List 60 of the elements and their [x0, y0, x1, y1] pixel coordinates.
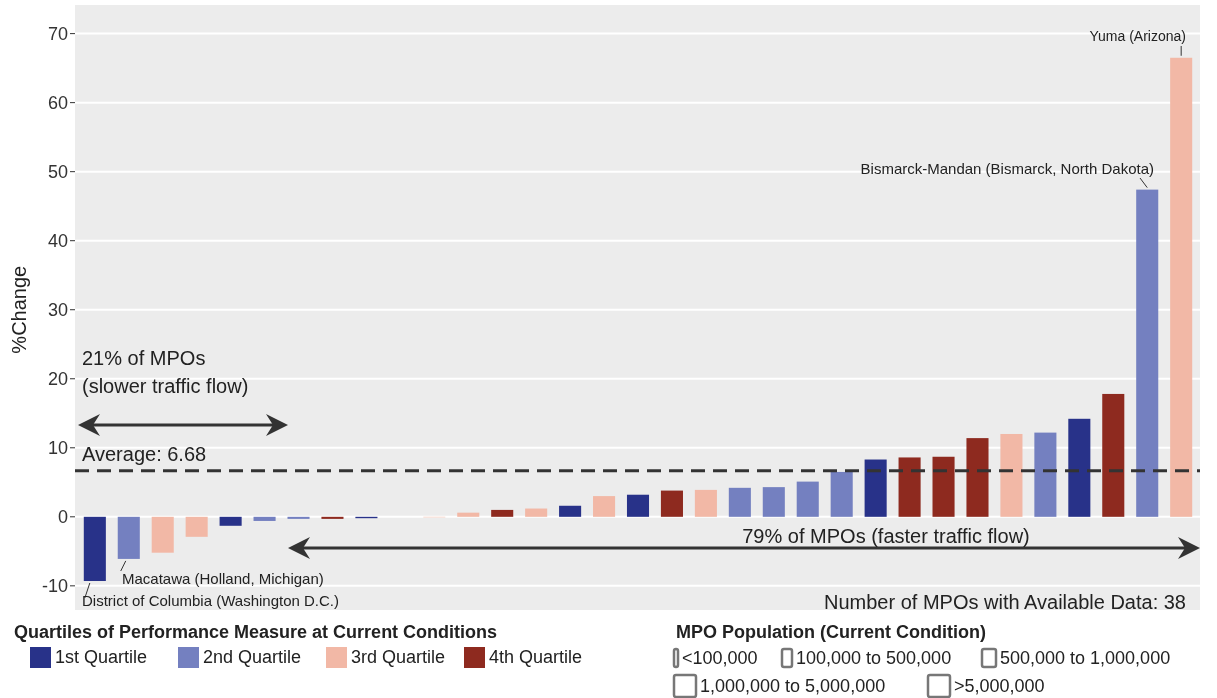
bar	[660, 490, 683, 517]
annotation: Number of MPOs with Available Data: 38	[823, 591, 1186, 613]
ref-line-label: Average: 6.68	[82, 442, 207, 465]
bar	[151, 516, 174, 553]
bar	[1136, 189, 1159, 517]
bar	[593, 496, 616, 517]
annotation: District of Columbia (Washington D.C.)	[82, 592, 340, 609]
y-tick-label: 30	[47, 300, 68, 321]
y-tick-label: 70	[47, 23, 68, 44]
bar	[321, 516, 344, 519]
annotation: Macatawa (Holland, Michigan)	[122, 570, 324, 587]
legend-label: 4th Quartile	[489, 647, 583, 668]
text: <100,000	[682, 648, 758, 669]
bar	[117, 516, 140, 559]
bar	[185, 516, 208, 537]
y-tick-label: 50	[47, 161, 68, 182]
bar	[1068, 418, 1091, 517]
bar	[796, 481, 819, 517]
text: MPO Population (Current Condition)	[676, 622, 986, 642]
bar	[932, 456, 955, 517]
legend-label: 1st Quartile	[55, 647, 148, 668]
y-tick-label: -10	[41, 576, 68, 597]
text: 100,000 to 500,000	[796, 648, 952, 669]
y-tick-label: 40	[47, 231, 68, 251]
bar	[287, 516, 310, 519]
bar	[1102, 393, 1125, 517]
bar	[1000, 433, 1023, 517]
y-tick-label: 0	[57, 507, 68, 528]
bar	[728, 487, 751, 517]
y-axis-title: %Change	[8, 265, 30, 354]
y-tick-label: 60	[47, 92, 68, 113]
annotation: Yuma (Arizona)	[1089, 28, 1186, 44]
bar	[830, 471, 853, 517]
bar	[525, 508, 548, 517]
bar	[694, 489, 717, 517]
bar	[559, 505, 582, 517]
annotation: 79% of MPOs (faster traffic flow)	[742, 525, 1030, 547]
annotation: (slower traffic flow)	[82, 375, 249, 397]
bar	[762, 487, 785, 517]
bar	[253, 516, 276, 521]
bar	[219, 516, 242, 526]
text: 500,000 to 1,000,000	[1000, 648, 1171, 669]
y-tick-label: 20	[47, 369, 68, 390]
legend-title: Quartiles of Performance Measure at Current Conditions	[14, 622, 498, 642]
annotation: 21% of MPOs	[82, 347, 206, 369]
bar	[457, 512, 480, 517]
bar	[1170, 57, 1193, 517]
bar	[83, 516, 106, 582]
bar	[898, 457, 921, 517]
text: >5,000,000	[954, 676, 1045, 697]
text: 1,000,000 to 5,000,000	[700, 676, 886, 697]
bar	[626, 494, 650, 517]
bar	[966, 438, 989, 517]
bar	[864, 459, 887, 517]
bar	[1034, 432, 1057, 517]
annotation: Bismarck-Mandan (Bismarck, North Dakota)	[860, 160, 1154, 177]
bar	[491, 509, 514, 517]
legend-label: 3rd Quartile	[351, 647, 446, 668]
y-tick-label: 10	[47, 438, 68, 459]
legend-label: 2nd Quartile	[203, 647, 302, 668]
